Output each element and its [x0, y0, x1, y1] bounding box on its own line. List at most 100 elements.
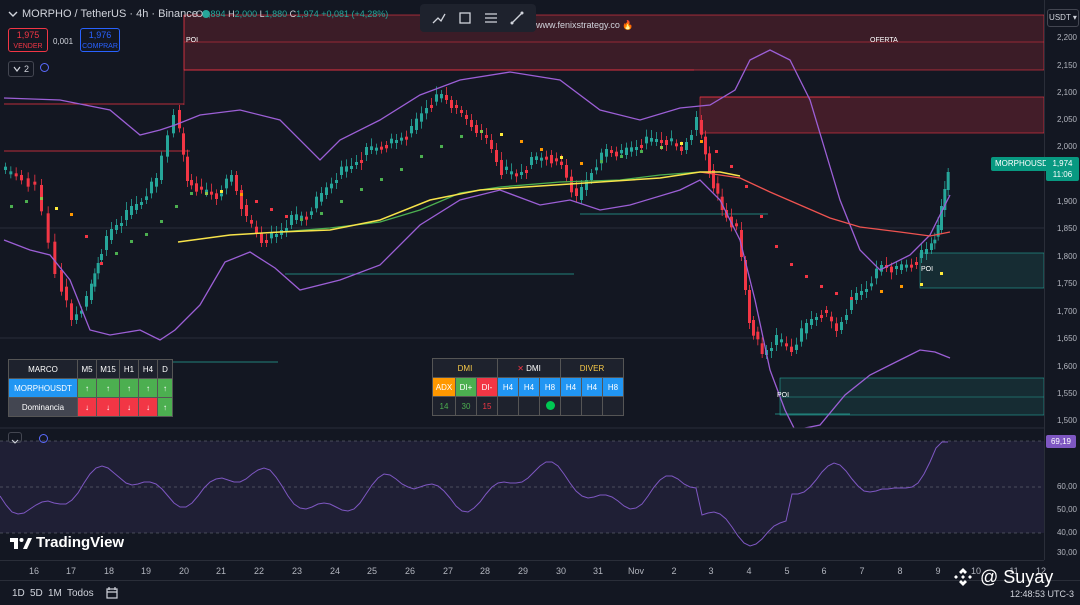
- chevron-down-icon: [11, 439, 19, 444]
- trend-tool-icon[interactable]: [431, 10, 447, 26]
- trend-dot: [220, 190, 223, 193]
- poi-label: POI: [921, 266, 934, 273]
- candle: [445, 95, 448, 100]
- candle: [415, 118, 418, 130]
- trend-dot: [40, 197, 43, 200]
- range-5d-button[interactable]: 5D: [30, 588, 43, 599]
- candle: [855, 293, 858, 300]
- trend-dot: [900, 285, 903, 288]
- candle: [930, 243, 933, 250]
- candle: [96, 263, 100, 274]
- rsi-collapse-button[interactable]: [8, 432, 22, 444]
- candle: [400, 137, 403, 141]
- candle: [455, 105, 458, 108]
- last-price-label: 1,974 11:06: [1046, 157, 1079, 181]
- time-axis-label: 29: [517, 566, 529, 576]
- candle: [690, 135, 693, 140]
- trend-dot: [500, 133, 503, 136]
- trend-dot: [640, 150, 643, 153]
- candle: [420, 113, 423, 122]
- candle: [520, 172, 523, 175]
- range-1d-button[interactable]: 1D: [12, 588, 25, 599]
- trend-dot: [850, 297, 853, 300]
- candle: [850, 297, 853, 310]
- time-axis-label: 16: [28, 566, 40, 576]
- candle: [355, 162, 358, 165]
- chart-canvas[interactable]: [0, 0, 1045, 560]
- candle: [305, 216, 308, 220]
- time-axis-label: 11: [1009, 566, 1019, 576]
- trend-dot: [255, 200, 258, 203]
- site-watermark: www.fenixstrategy.co 🔥: [536, 20, 634, 30]
- calendar-icon[interactable]: [105, 586, 119, 600]
- demand-zone-right: [919, 252, 1045, 289]
- trend-dot: [70, 213, 73, 216]
- time-axis[interactable]: 16 17 18 19 20 21 22 23 24 25 26 27 28 29 30 31 Nov 2 3 4 5 6…: [0, 560, 1046, 581]
- indicator-logo-icon[interactable]: [40, 63, 49, 72]
- bollinger-upper: [3, 49, 951, 271]
- line-tool-icon[interactable]: [509, 10, 525, 26]
- candle: [575, 188, 578, 196]
- candle: [760, 343, 764, 354]
- fib-tool-icon[interactable]: [483, 10, 499, 26]
- trend-dot: [730, 165, 733, 168]
- candle: [665, 140, 668, 145]
- candle: [565, 165, 568, 178]
- candle: [340, 166, 343, 175]
- trend-dot: [805, 275, 808, 278]
- tradingview-logo[interactable]: TradingView: [10, 534, 124, 551]
- candle: [350, 166, 353, 169]
- candle: [695, 117, 698, 130]
- candle: [160, 155, 163, 180]
- candle: [905, 264, 908, 268]
- candle: [680, 146, 683, 151]
- rectangle-tool-icon[interactable]: [457, 10, 473, 26]
- candle: [80, 310, 83, 314]
- trend-dot: [205, 192, 208, 195]
- table-row: 14 30 15: [432, 396, 624, 416]
- chevron-down-icon[interactable]: [8, 9, 18, 19]
- buy-button[interactable]: 1,976 COMPRAR: [80, 28, 120, 52]
- candle: [800, 328, 803, 342]
- candle: [360, 160, 363, 163]
- candle: [490, 140, 493, 149]
- clock[interactable]: 12:48:53 UTC-3: [1010, 589, 1075, 599]
- marco-header: MARCO: [8, 359, 78, 379]
- trend-dot: [460, 135, 463, 138]
- candle: [85, 296, 88, 307]
- trend-dot: [620, 155, 623, 158]
- candle: [186, 156, 189, 181]
- time-axis-label: 17: [65, 566, 77, 576]
- candle: [675, 143, 678, 147]
- candle: [93, 273, 97, 287]
- candle: [440, 94, 443, 99]
- range-1m-button[interactable]: 1M: [48, 588, 62, 599]
- currency-selector[interactable]: USDT ▾: [1047, 9, 1079, 27]
- rsi-value-label: 69,19: [1046, 435, 1076, 448]
- sell-button[interactable]: 1,975 VENDER: [8, 28, 48, 52]
- time-axis-label: 5: [784, 566, 790, 576]
- trend-dot: [190, 192, 193, 195]
- time-axis-label: 18: [103, 566, 115, 576]
- demand-zone-bottom: [779, 377, 1045, 416]
- drawing-toolbar[interactable]: [420, 4, 536, 32]
- candle: [390, 138, 393, 144]
- time-axis-label: 2: [671, 566, 677, 576]
- candle: [752, 320, 755, 336]
- range-all-button[interactable]: Todos: [67, 588, 94, 599]
- status-dot-icon: [201, 10, 210, 18]
- price-axis[interactable]: 2,200 2,150 2,100 2,050 2,000 1,900 1,85…: [1044, 0, 1080, 560]
- trend-dot: [580, 162, 583, 165]
- candle: [895, 266, 898, 269]
- trend-dot: [790, 263, 793, 266]
- symbol-legend[interactable]: MORPHO / TetherUS · 4h · Binance: [8, 8, 210, 20]
- time-axis-label: 7: [859, 566, 865, 576]
- candle: [235, 175, 238, 191]
- candle: [580, 187, 583, 200]
- price-chart[interactable]: [0, 0, 1045, 560]
- time-axis-label: 24: [329, 566, 341, 576]
- trend-dot: [660, 146, 663, 149]
- indicator-logo-icon[interactable]: [39, 434, 48, 443]
- indicators-toggle[interactable]: 2: [8, 61, 35, 77]
